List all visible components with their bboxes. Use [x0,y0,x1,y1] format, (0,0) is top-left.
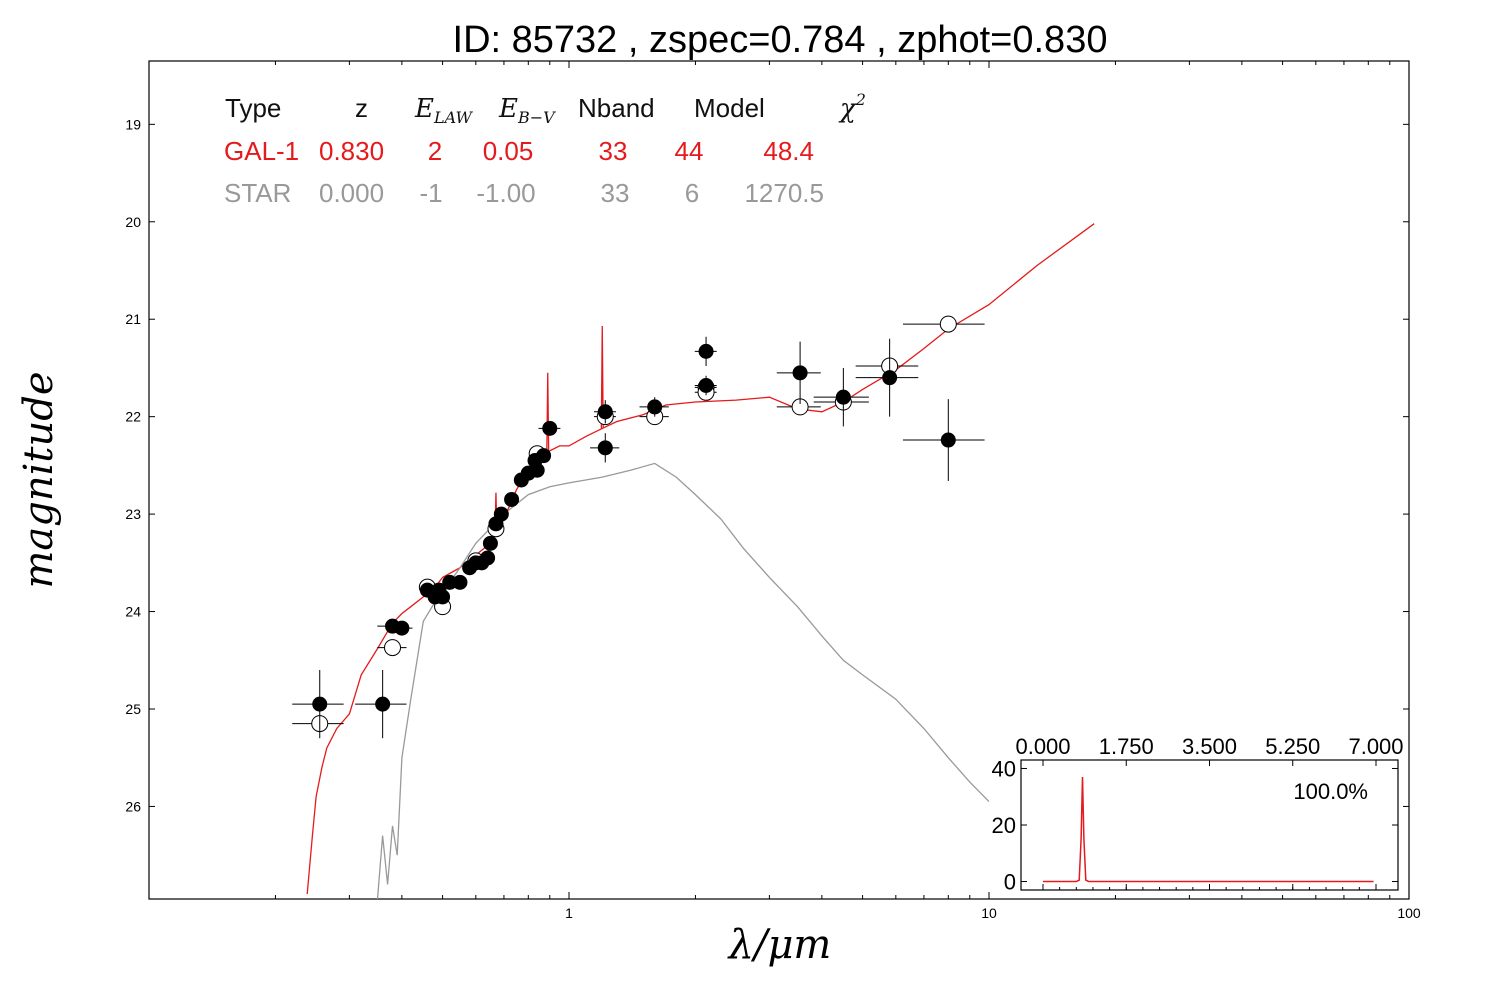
table-cell: -1.00 [476,178,535,208]
y-tick-label: 23 [125,506,141,522]
photoz-inset: 0.000 1.750 3.500 5.250 7.000 0 20 40 100.0% [992,734,1404,895]
plot-area [148,60,1410,900]
y-tick-label: 20 [125,214,141,230]
table-cell: 0.830 [319,136,384,166]
table-cell: 44 [675,136,704,166]
obs-point [882,370,898,386]
inset-x-tick-label: 7.000 [1348,734,1403,759]
table-header-ebv: EB−V [498,94,556,127]
obs-point [394,620,410,636]
inset-annotation: 100.0% [1293,779,1368,804]
obs-point [536,448,552,464]
x-axis-label: λ/μm [727,922,832,968]
y-tick-label: 22 [125,409,141,425]
table-header-elaw: ELAW [414,94,474,127]
table-cell: 0.05 [483,136,534,166]
inset-y-tick-label: 40 [992,756,1016,781]
table-cell: 1270.5 [744,178,824,208]
model-point [384,639,402,657]
table-cell: 33 [599,136,628,166]
sed-line-star [376,462,990,900]
obs-point [698,343,714,359]
table-row-gal: GAL-1 0.830 2 0.05 33 44 48.4 [224,136,814,166]
table-cell: 0.000 [319,178,384,208]
obs-point [647,399,663,415]
obs-point [435,589,451,605]
inset-x-tick-label: 0.000 [1015,734,1070,759]
obs-point [482,535,498,551]
obs-point [542,420,558,436]
table-cell: 6 [685,178,699,208]
table-header-nband: Nband [578,93,655,123]
inset-series-layer [1043,776,1374,883]
x-tick-label: 100 [1397,905,1421,921]
chart-title: ID: 85732 , zspec=0.784 , zphot=0.830 [453,19,1108,61]
y-tick-label: 25 [125,701,141,717]
y-tick-label: 24 [125,604,141,620]
table-row-star: STAR 0.000 -1 -1.00 33 6 1270.5 [224,178,824,208]
emission-line [600,326,604,429]
series-layer [306,223,1095,900]
table-cell: GAL-1 [224,136,299,166]
emission-line [546,372,550,453]
x-tick-layer: 1 10 100 [274,61,1421,921]
obs-point [597,404,613,420]
table-cell: 33 [601,178,630,208]
table-cell: 48.4 [763,136,814,166]
inset-pdf-line [1043,776,1374,883]
table-cell: STAR [224,178,291,208]
obs-point [375,696,391,712]
inset-tick-layer: 0.000 1.750 3.500 5.250 7.000 0 20 40 [992,734,1404,895]
obs-point [698,377,714,393]
inset-x-tick-label: 1.750 [1099,734,1154,759]
y-axis-label: magnitude [16,371,62,588]
obs-point [493,506,509,522]
obs-point [480,550,496,566]
inset-x-tick-label: 5.250 [1265,734,1320,759]
obs-point [597,440,613,456]
inset-x-tick-label: 3.500 [1182,734,1237,759]
table-header-type: Type [225,93,281,123]
y-tick-label: 26 [125,798,141,814]
obs-point [792,365,808,381]
table-header-chi2: χ2 [838,90,866,124]
obs-point [504,491,520,507]
obs-point [835,389,851,405]
x-tick-label: 1 [565,905,573,921]
obs-point [940,432,956,448]
model-point [939,315,957,333]
obs-point [529,462,545,478]
inset-y-tick-label: 20 [992,813,1016,838]
y-tick-label: 21 [125,311,141,327]
obs-point [452,574,468,590]
inset-y-tick-label: 0 [1004,870,1016,895]
x-tick-label: 10 [981,905,997,921]
marker-layer [292,315,985,739]
obs-point [312,696,328,712]
fit-table: Type z ELAW EB−V Nband Model χ2 GAL-1 0.… [224,90,866,208]
table-header-model: Model [694,93,765,123]
table-header-z: z [355,93,368,123]
table-cell: -1 [419,178,442,208]
y-tick-label: 19 [125,116,141,132]
table-cell: 2 [428,136,442,166]
